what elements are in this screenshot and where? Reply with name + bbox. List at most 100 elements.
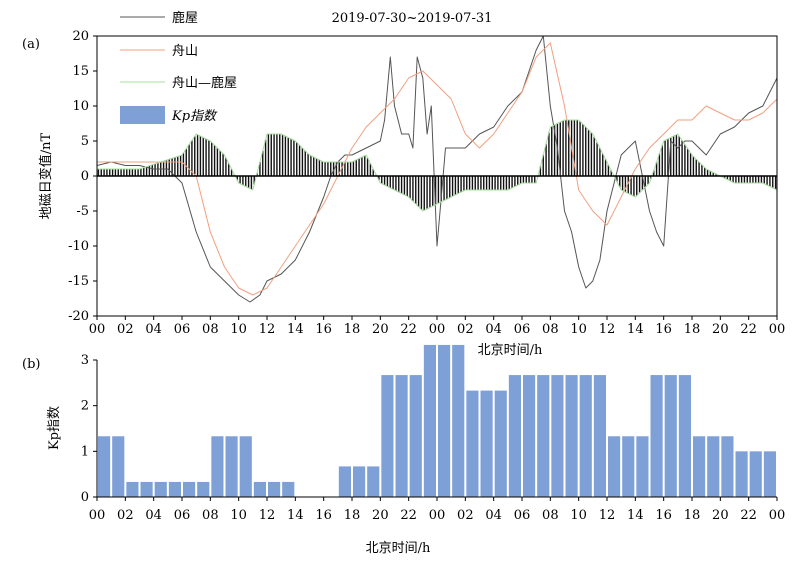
x-tick-label: 10 [230,508,247,523]
kp-bar [579,375,592,497]
x-tick-label: 08 [542,322,559,337]
kp-bar [183,481,196,497]
y-tick-label: 2 [81,399,89,414]
kp-bar [423,344,436,497]
x-tick-label: 22 [740,322,757,337]
x-tick-label: 04 [145,508,162,523]
x-tick-label: 14 [287,322,304,337]
panel-a-xlabel: 北京时间/h [478,343,543,358]
x-tick-label: 14 [627,508,644,523]
x-tick-label: 10 [230,322,247,337]
panel-a-label: (a) [22,37,40,52]
kp-bar [608,436,621,497]
kp-bar [268,481,281,497]
x-tick-label: 18 [684,322,701,337]
x-tick-label: 00 [89,508,106,523]
kp-bar [338,466,351,497]
kp-bar [282,481,295,497]
kp-bar [381,375,394,497]
kp-bar [112,436,125,497]
panel-b-label: (b) [22,357,40,372]
kp-bar [508,375,521,497]
kp-bar [197,481,210,497]
kp-bar [98,436,111,497]
legend: 鹿屋 舟山 舟山—鹿屋 Kp指数 [120,10,237,124]
kp-bar [537,375,550,497]
panel-a-ylabel: 地磁日变值/nT [38,132,54,219]
kp-bar [650,375,663,497]
kp-bar [409,375,422,497]
x-tick-label: 02 [117,322,134,337]
y-tick-label: -5 [76,204,89,219]
kp-bar [707,436,720,497]
x-tick-label: 20 [372,508,389,523]
legend-label-zhoushan: 舟山 [172,44,198,59]
date-range-title: 2019-07-30~2019-07-31 [332,11,493,26]
series-line-zhoushan [97,42,778,296]
y-tick-label: 0 [81,169,89,184]
x-tick-label: 10 [570,322,587,337]
kp-bar [735,451,748,497]
x-tick-label: 00 [429,322,446,337]
x-tick-label: 22 [400,322,417,337]
y-tick-label: -15 [68,274,89,289]
panel-b-ylabel: Kp指数 [47,406,62,450]
kp-bar [523,375,536,497]
x-tick-label: 00 [429,508,446,523]
series-lines [96,35,778,303]
diff-bars [97,120,777,211]
x-tick-label: 06 [514,322,531,337]
x-tick-label: 18 [344,322,361,337]
y-tick-label: 20 [72,29,89,44]
kp-bar [721,436,734,497]
kp-bar [168,481,181,497]
kp-bar [551,375,564,497]
x-tick-label: 08 [202,322,219,337]
x-tick-label: 06 [174,508,191,523]
x-tick-label: 16 [315,322,332,337]
x-tick-label: 08 [202,508,219,523]
kp-bar [678,375,691,497]
series-line-luwu [96,35,778,303]
x-tick-label: 12 [599,322,616,337]
panel-a-chart: (a) 2019-07-30~2019-07-31 -20 -15 -10 -5 0 5 1… [22,10,785,358]
y-tick-label: 15 [72,64,89,79]
kp-bar [395,375,408,497]
kp-bar [126,481,139,497]
kp-bar [622,436,635,497]
kp-bar [367,466,380,497]
x-tick-label: 22 [400,508,417,523]
x-tick-label: 12 [259,322,276,337]
x-tick-label: 20 [712,508,729,523]
y-tick-label: 5 [81,134,89,149]
x-tick-label: 16 [655,508,672,523]
x-tick-label: 00 [769,322,786,337]
panel-a-axes: -20 -15 -10 -5 0 5 10 15 20 00 02 04 06 08 10 12 14 16 18 2… [68,29,785,337]
kp-bar [593,375,606,497]
series-line-diff [97,119,778,212]
kp-bar [154,481,167,497]
x-tick-label: 02 [117,508,134,523]
x-tick-label: 04 [485,508,502,523]
x-tick-label: 06 [174,322,191,337]
x-tick-label: 00 [769,508,786,523]
kp-bar [693,436,706,497]
kp-bar [749,451,762,497]
x-tick-label: 18 [344,508,361,523]
kp-bar [565,375,578,497]
x-tick-label: 04 [145,322,162,337]
kp-bar [211,436,224,497]
kp-bar [466,390,479,497]
x-tick-label: 16 [315,508,332,523]
kp-bar [438,344,451,497]
y-tick-label: 1 [81,444,89,459]
panel-b-xlabel: 北京时间/h [366,541,431,556]
y-tick-label: -20 [68,309,89,324]
x-tick-label: 16 [655,322,672,337]
legend-label-kp: Kp指数 [171,109,218,124]
x-tick-label: 20 [372,322,389,337]
x-tick-label: 14 [287,508,304,523]
kp-bar [253,481,266,497]
